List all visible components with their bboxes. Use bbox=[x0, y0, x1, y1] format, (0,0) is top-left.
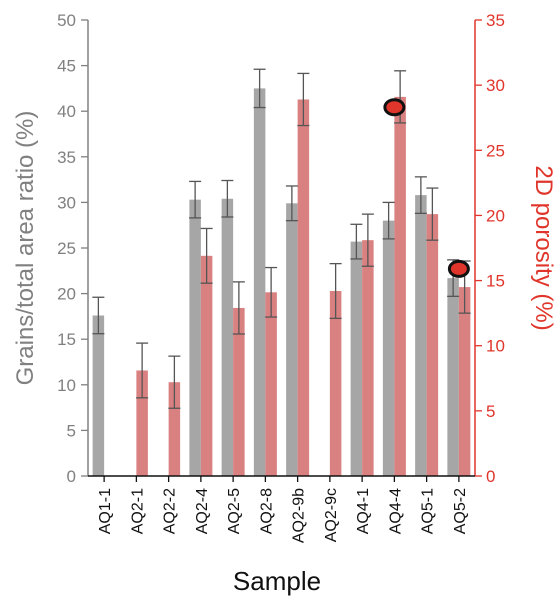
grain-ratio-bar-aq4-4 bbox=[382, 220, 395, 476]
bars-layer bbox=[92, 88, 471, 477]
y-axis-right-tick-label: 5 bbox=[486, 402, 495, 421]
grain-ratio-bar-aq1-1 bbox=[92, 315, 105, 476]
y-axis-left-tick-label: 40 bbox=[57, 102, 76, 121]
porosity-bar-aq4-1 bbox=[362, 240, 374, 476]
y-axis-left-tick-label: 35 bbox=[57, 148, 76, 167]
y-axis-right-tick-label: 35 bbox=[486, 11, 505, 30]
porosity-error-bar-aq2-1 bbox=[136, 342, 149, 399]
grain-ratio-error-bar-aq5-1 bbox=[414, 176, 427, 214]
grain-ratio-error-bar-aq4-4 bbox=[382, 201, 395, 240]
porosity-bar-aq2-2 bbox=[168, 382, 181, 476]
y-axis-right-tick-label: 30 bbox=[486, 76, 505, 95]
x-axis-tick-label: AQ2-9c bbox=[323, 488, 340, 542]
porosity-bar-aq2-5 bbox=[233, 307, 245, 476]
y-axis-right-tick-label: 0 bbox=[486, 467, 495, 486]
error-bars-layer bbox=[92, 68, 471, 409]
grain-ratio-error-bar-aq2-9b bbox=[285, 185, 298, 222]
grain-ratio-bar-aq2-4 bbox=[189, 199, 201, 476]
y-axis-left-tick-label: 30 bbox=[57, 193, 76, 212]
highlight-marker-aq5-2 bbox=[447, 259, 470, 278]
x-axis-tick-label: AQ2-1 bbox=[129, 488, 146, 534]
grain-ratio-bar-aq2-9b bbox=[286, 203, 298, 476]
y-axis-left-tick-label: 45 bbox=[57, 57, 76, 76]
porosity-error-bar-aq5-1 bbox=[426, 187, 439, 241]
y-axis-right-tick-label: 20 bbox=[486, 206, 505, 225]
grain-ratio-bar-aq2-8 bbox=[253, 88, 266, 477]
x-axis-tick-label: AQ2-2 bbox=[162, 488, 179, 534]
porosity-error-bar-aq2-8 bbox=[265, 266, 278, 318]
grain-ratio-bar-aq5-2 bbox=[447, 278, 459, 476]
grain-ratio-bar-aq5-1 bbox=[415, 195, 427, 476]
axes-layer: 0 5 10 15 20 25 30 35 40 45 50 0 5 10 15 20 25 30 35 AQ1-1 A… bbox=[57, 11, 505, 543]
y-axis-left-tick-label: 50 bbox=[57, 11, 76, 30]
highlight-markers-layer bbox=[383, 98, 470, 278]
x-axis-tick-label: AQ5-1 bbox=[420, 488, 437, 534]
y-axis-left-tick-label: 20 bbox=[57, 285, 76, 304]
highlight-marker-aq4-4 bbox=[383, 98, 406, 117]
x-axis-tick-label: AQ2-8 bbox=[258, 488, 275, 534]
x-axis-tick-label: AQ2-5 bbox=[226, 488, 243, 534]
y-axis-left-tick-label: 25 bbox=[57, 239, 76, 258]
x-axis-tick-label: AQ5-2 bbox=[452, 488, 469, 534]
x-axis-label: Sample bbox=[233, 566, 321, 596]
grain-ratio-error-bar-aq1-1 bbox=[92, 296, 105, 335]
x-axis-tick-label: AQ4-4 bbox=[387, 488, 404, 534]
porosity-error-bar-aq2-5 bbox=[232, 281, 245, 335]
y-axis-left-label: Grains/total area ratio (%) bbox=[12, 111, 39, 386]
porosity-error-bar-aq2-4 bbox=[200, 227, 213, 284]
x-axis-tick-label: AQ1-1 bbox=[97, 488, 114, 534]
y-axis-right-tick-label: 15 bbox=[486, 272, 505, 291]
y-axis-right-tick-label: 10 bbox=[486, 337, 505, 356]
porosity-bar-aq2-4 bbox=[200, 255, 213, 476]
porosity-bar-aq2-1 bbox=[136, 370, 148, 476]
y-axis-left-tick-label: 15 bbox=[57, 330, 76, 349]
grain-ratio-error-bar-aq2-5 bbox=[221, 179, 234, 218]
porosity-error-bar-aq2-9c bbox=[329, 262, 342, 320]
porosity-error-bar-aq2-2 bbox=[168, 355, 181, 409]
grain-ratio-error-bar-aq2-4 bbox=[189, 180, 202, 219]
x-axis-tick-label: AQ2-4 bbox=[194, 488, 211, 534]
porosity-error-bar-aq4-1 bbox=[361, 213, 374, 267]
porosity-bar-aq5-2 bbox=[458, 287, 471, 476]
y-axis-left-tick-label: 0 bbox=[67, 467, 76, 486]
grain-ratio-bar-aq2-5 bbox=[221, 198, 234, 476]
porosity-bar-aq2-9b bbox=[297, 99, 310, 476]
x-axis-tick-label: AQ4-1 bbox=[355, 488, 372, 534]
y-axis-left-tick-label: 10 bbox=[57, 376, 76, 395]
y-axis-right-tick-label: 25 bbox=[486, 141, 505, 160]
y-axis-right-label: 2D porosity (%) bbox=[530, 165, 557, 330]
porosity-bar-aq2-9c bbox=[329, 290, 342, 476]
y-axis-left-tick-label: 5 bbox=[67, 421, 76, 440]
x-axis-tick-label: AQ2-9b bbox=[291, 488, 308, 543]
grain-ratio-error-bar-aq2-8 bbox=[253, 68, 266, 109]
porosity-bar-aq5-1 bbox=[426, 214, 439, 476]
porosity-bar-aq4-4 bbox=[394, 96, 406, 477]
grain-ratio-error-bar-aq4-1 bbox=[350, 223, 363, 260]
grain-ratio-bar-aq4-1 bbox=[350, 241, 363, 476]
porosity-error-bar-aq2-9b bbox=[297, 72, 310, 127]
porosity-bar-aq2-8 bbox=[265, 292, 277, 476]
